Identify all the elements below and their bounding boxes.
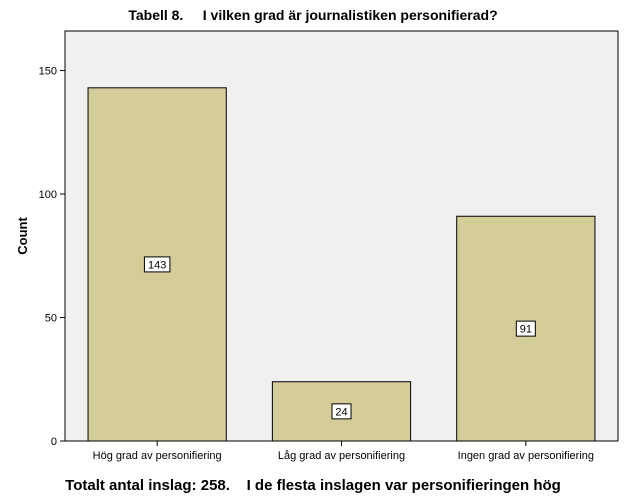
y-tick-label: 50: [45, 313, 57, 325]
data-label: 24: [331, 403, 352, 420]
data-label-box: [515, 320, 536, 337]
category-label: Hög grad av personifiering: [93, 450, 222, 462]
y-axis-title: Count: [15, 217, 30, 255]
category-label: Låg grad av personifiering: [278, 450, 405, 462]
data-label-text: 91: [520, 324, 532, 336]
chart-footer: Totalt antal inslag: 258. I de flesta in…: [65, 477, 561, 494]
data-label-box: [331, 403, 352, 420]
data-label-text: 143: [148, 259, 166, 271]
chart-title: Tabell 8. I vilken grad är journalistike…: [128, 7, 498, 23]
x-axis: Hög grad av personifiering Låg grad av pe…: [93, 441, 594, 462]
data-label-box: [143, 256, 171, 273]
y-axis: 0 50 100 150: [39, 66, 65, 448]
data-label: 91: [515, 320, 536, 337]
y-tick-label: 150: [39, 66, 57, 78]
data-labels: 143 24 91: [143, 256, 536, 420]
bars: [87, 87, 596, 442]
category-label: Ingen grad av personifiering: [458, 450, 594, 462]
data-label-text: 24: [335, 406, 347, 418]
y-tick-label: 0: [51, 436, 57, 448]
y-tick-label: 100: [39, 189, 57, 201]
data-label: 143: [143, 256, 171, 273]
